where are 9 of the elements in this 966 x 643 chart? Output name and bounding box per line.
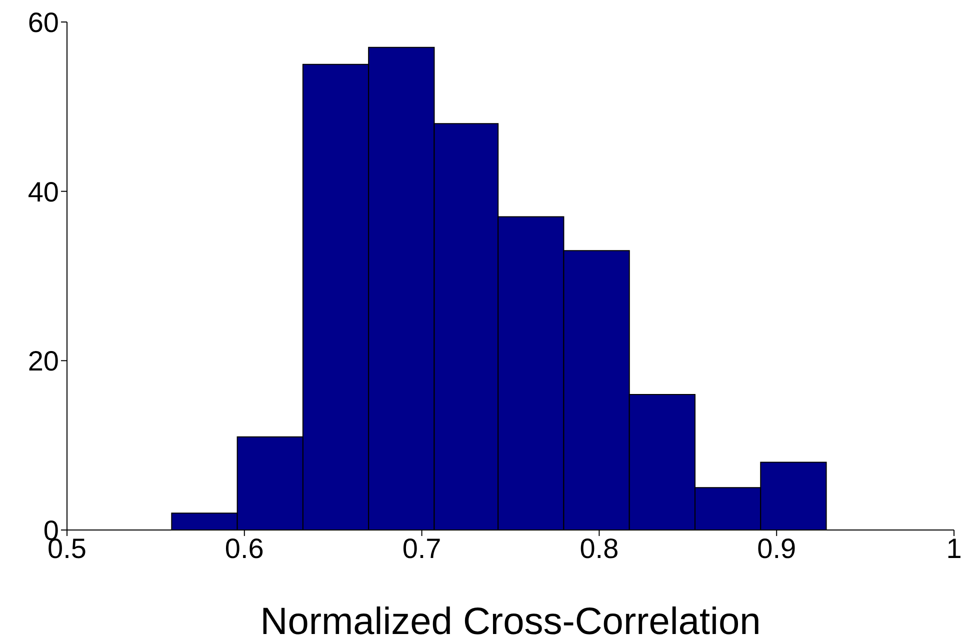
y-tick-label: 40	[28, 176, 59, 208]
x-tick-label: 0.9	[757, 532, 796, 564]
x-tick-label: 0.8	[580, 532, 619, 564]
y-tick-label: 20	[28, 346, 59, 377]
x-tick-label: 0.6	[224, 532, 264, 564]
x-tick-label: 0.7	[402, 532, 442, 564]
x-tick-label: 1	[946, 532, 962, 564]
y-tick-label: 60	[28, 6, 59, 38]
x-axis-title: Normalized Cross-Correlation	[260, 601, 761, 643]
